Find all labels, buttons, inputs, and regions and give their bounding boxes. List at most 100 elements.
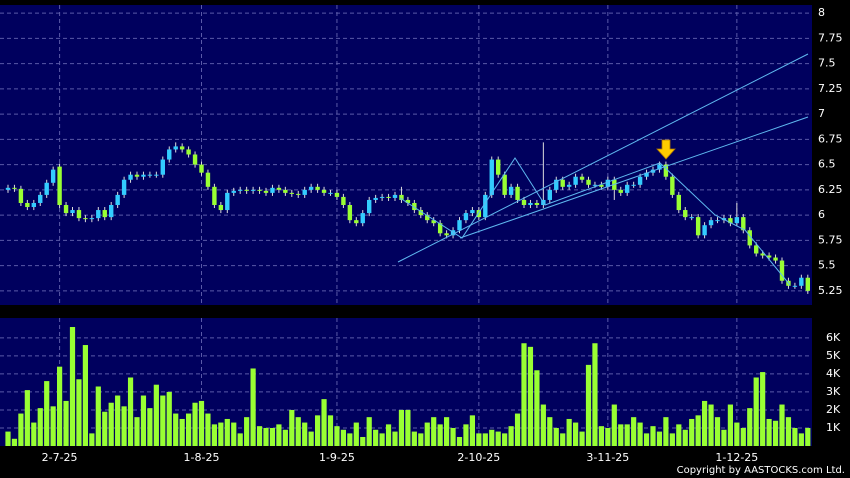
volume-bar <box>186 413 192 446</box>
candle-body <box>470 210 475 214</box>
candle-body <box>83 218 88 220</box>
candle-body <box>250 189 256 191</box>
volume-bar <box>366 417 372 446</box>
candle-body <box>308 186 314 190</box>
volume-bar <box>411 431 417 446</box>
volume-bar <box>418 433 424 446</box>
candle-body <box>566 184 572 187</box>
candle-body <box>695 217 701 236</box>
candle-body <box>728 218 733 224</box>
volume-bar <box>721 429 727 446</box>
volume-bar <box>321 399 327 446</box>
candle-body <box>579 176 585 180</box>
y-tick-label: 3K <box>826 385 841 398</box>
volume-bar <box>527 346 534 446</box>
candle-body <box>405 199 411 203</box>
volume-bar <box>373 429 379 446</box>
volume-bar <box>714 417 721 446</box>
volume-bar <box>276 424 282 446</box>
volume-bar <box>560 433 566 446</box>
volume-bar <box>95 386 101 446</box>
volume-bar <box>37 408 43 446</box>
volume-bar <box>24 390 30 446</box>
volume-bar <box>663 417 669 446</box>
candle-body <box>457 220 462 231</box>
candle-body <box>334 192 340 197</box>
plot-layer: 1K 2K 3K 4K 5K 6K 2-7-25 1-8-25 1-9-25 2-10-25 3-1… <box>0 5 843 464</box>
volume-bar <box>334 426 340 446</box>
candle-body <box>631 184 636 186</box>
candle-body <box>734 217 740 224</box>
y-tick-label: 1K <box>826 421 841 434</box>
volume-bar <box>392 431 398 446</box>
volume-bar <box>534 370 540 446</box>
volume-bar <box>121 406 127 446</box>
volume-bar <box>585 364 592 446</box>
volume-bar <box>147 408 153 446</box>
volume-bar <box>153 384 159 446</box>
volume-bar <box>740 427 746 446</box>
y-tick-label: 7.5 <box>818 57 836 70</box>
x-tick-label: 3-11-25 <box>586 451 629 464</box>
candle-body <box>231 190 236 193</box>
candle-body <box>296 193 301 195</box>
candle-body <box>186 149 191 155</box>
volume-bar <box>747 408 753 446</box>
volume-bar <box>108 402 114 446</box>
volume-bar <box>50 406 56 446</box>
volume-bar <box>263 427 269 446</box>
candle-body <box>212 186 217 205</box>
volume-bar <box>502 433 508 446</box>
volume-bar <box>424 422 430 446</box>
volume-bar <box>244 417 250 446</box>
volume-bar <box>695 415 701 446</box>
volume-bar <box>456 436 463 446</box>
volume-bar <box>805 427 811 446</box>
volume-bar <box>631 417 637 446</box>
volume-bar <box>592 343 598 446</box>
candle-body <box>289 192 294 194</box>
volume-bar <box>385 424 392 446</box>
y-tick-label: 5.25 <box>818 284 843 297</box>
candle-body <box>18 188 24 203</box>
volume-bar <box>792 427 798 446</box>
candle-body <box>244 189 249 191</box>
candle-body <box>805 277 810 291</box>
volume-bar <box>353 422 359 446</box>
volume-bar <box>160 395 166 446</box>
candle-body <box>521 199 527 205</box>
candle-body <box>102 210 107 218</box>
candle-body <box>657 164 662 170</box>
volume-bar <box>450 427 456 446</box>
volume-bar <box>269 427 276 446</box>
volume-bar <box>327 415 334 446</box>
volume-bar <box>211 424 217 446</box>
candle-body <box>515 186 520 200</box>
candle-body <box>25 202 30 208</box>
volume-bar <box>605 427 611 446</box>
volume-bar <box>179 418 185 446</box>
volume-bar <box>521 343 527 446</box>
candle-body <box>121 179 127 195</box>
candle-body <box>715 220 720 222</box>
volume-bar <box>134 417 140 446</box>
candle-body <box>534 202 540 205</box>
candle-body <box>508 186 514 195</box>
candle-body <box>547 189 552 200</box>
volume-bar <box>198 400 205 446</box>
y-tick-label: 6.5 <box>818 158 836 171</box>
volume-bar <box>302 422 308 446</box>
volume-bar <box>643 433 650 446</box>
candle-body <box>605 179 611 187</box>
volume-bar <box>547 417 553 446</box>
volume-bar <box>379 433 385 446</box>
volume-bar <box>398 409 405 446</box>
candle-body <box>218 205 224 211</box>
candle-body <box>341 196 346 205</box>
candle-body <box>418 210 423 216</box>
candle-body <box>128 174 133 180</box>
volume-bar <box>76 379 82 446</box>
candle-body <box>302 189 307 195</box>
candle-body <box>560 179 565 187</box>
